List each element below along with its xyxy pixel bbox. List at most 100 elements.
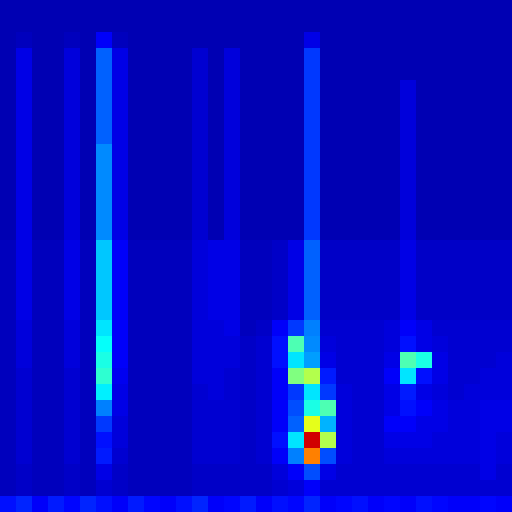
- cell: [368, 320, 385, 337]
- cell: [208, 240, 225, 257]
- cell: [336, 64, 353, 81]
- cell: [320, 192, 337, 209]
- cell: [112, 272, 129, 289]
- cell: [112, 288, 129, 305]
- cell: [368, 464, 385, 481]
- cell: [336, 224, 353, 241]
- cell: [256, 384, 273, 401]
- cell: [384, 160, 401, 177]
- cell: [496, 112, 512, 129]
- cell: [208, 160, 225, 177]
- cell: [96, 416, 113, 433]
- cell: [288, 208, 305, 225]
- cell: [272, 400, 289, 417]
- cell: [496, 368, 512, 385]
- cell: [240, 32, 257, 49]
- cell: [480, 400, 497, 417]
- cell: [240, 304, 257, 321]
- cell: [64, 64, 81, 81]
- cell: [48, 448, 65, 465]
- cell: [448, 96, 465, 113]
- cell: [0, 176, 17, 193]
- cell: [352, 224, 369, 241]
- cell: [64, 176, 81, 193]
- cell: [352, 16, 369, 33]
- cell: [208, 288, 225, 305]
- cell: [288, 144, 305, 161]
- cell: [496, 240, 512, 257]
- cell: [448, 224, 465, 241]
- cell: [144, 496, 161, 512]
- cell: [448, 256, 465, 273]
- cell: [272, 96, 289, 113]
- cell: [272, 368, 289, 385]
- cell: [240, 256, 257, 273]
- cell: [176, 208, 193, 225]
- cell: [496, 320, 512, 337]
- cell: [416, 96, 433, 113]
- cells: [0, 0, 512, 512]
- cell: [160, 368, 177, 385]
- cell: [320, 384, 337, 401]
- cell: [416, 272, 433, 289]
- cell: [352, 448, 369, 465]
- cell: [48, 192, 65, 209]
- cell: [224, 272, 241, 289]
- cell: [320, 368, 337, 385]
- cell: [480, 192, 497, 209]
- cell: [144, 416, 161, 433]
- cell: [256, 416, 273, 433]
- cell: [64, 416, 81, 433]
- cell: [480, 464, 497, 481]
- cell: [416, 144, 433, 161]
- cell: [432, 16, 449, 33]
- cell: [432, 288, 449, 305]
- cell: [416, 240, 433, 257]
- cell: [416, 192, 433, 209]
- cell: [256, 288, 273, 305]
- cell: [384, 128, 401, 145]
- cell: [320, 64, 337, 81]
- cell: [48, 416, 65, 433]
- cell: [112, 496, 129, 512]
- cell: [32, 16, 49, 33]
- cell: [32, 240, 49, 257]
- cell: [80, 128, 97, 145]
- cell: [128, 448, 145, 465]
- cell: [352, 96, 369, 113]
- cell: [80, 208, 97, 225]
- cell: [288, 64, 305, 81]
- cell: [96, 16, 113, 33]
- cell: [496, 288, 512, 305]
- cell: [256, 272, 273, 289]
- cell: [304, 400, 321, 417]
- cell: [416, 464, 433, 481]
- cell: [336, 192, 353, 209]
- cell: [96, 288, 113, 305]
- cell: [272, 112, 289, 129]
- cell: [320, 496, 337, 512]
- cell: [352, 112, 369, 129]
- cell: [320, 224, 337, 241]
- cell: [160, 256, 177, 273]
- cell: [176, 96, 193, 113]
- cell: [256, 336, 273, 353]
- cell: [80, 160, 97, 177]
- cell: [256, 480, 273, 497]
- cell: [480, 256, 497, 273]
- cell: [432, 496, 449, 512]
- cell: [16, 288, 33, 305]
- cell: [272, 464, 289, 481]
- cell: [48, 96, 65, 113]
- cell: [176, 128, 193, 145]
- cell: [416, 128, 433, 145]
- cell: [112, 400, 129, 417]
- cell: [320, 400, 337, 417]
- cell: [352, 48, 369, 65]
- cell: [176, 32, 193, 49]
- cell: [32, 224, 49, 241]
- cell: [64, 336, 81, 353]
- cell: [160, 96, 177, 113]
- cell: [464, 192, 481, 209]
- cell: [320, 144, 337, 161]
